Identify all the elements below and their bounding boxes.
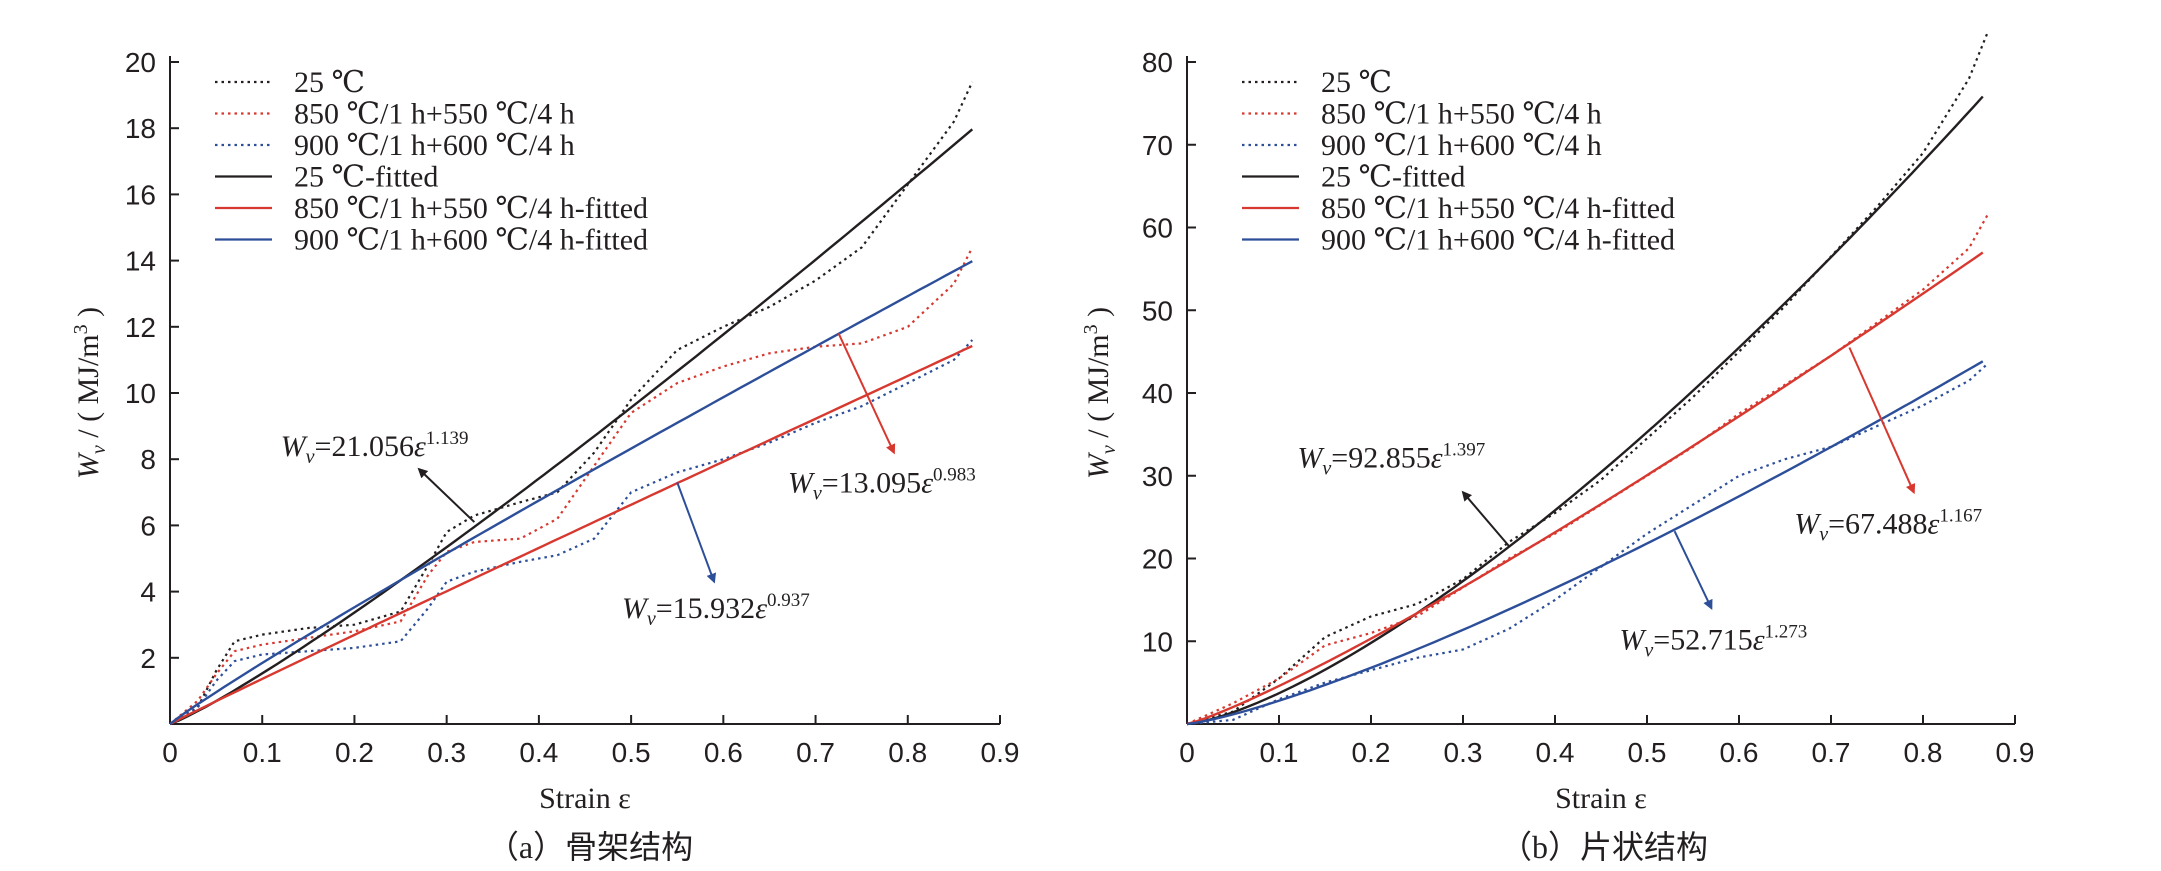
x-tick-label: 0.9: [981, 737, 1020, 768]
legend-label: 850 ℃/1 h+550 ℃/4 h: [1321, 98, 1602, 131]
chart-panel-b: 0 0.1 0.2 0.3 0.4 0.5 0.6 0.7 0.8 0.9 10 20 30 40 50 60…: [1080, 32, 2035, 815]
x-tick-label: 0.2: [335, 737, 374, 768]
y-axis-title: Wv / ( MJ/m3 ): [70, 307, 110, 479]
x-tick-label: 0.4: [1536, 737, 1575, 768]
series-line-black-measured: [169, 81, 974, 725]
series-line-red-fitted: [169, 344, 973, 726]
fit-equation-label: Wv=15.932ε0.937: [622, 590, 810, 630]
legend-label: 900 ℃/1 h+600 ℃/4 h: [294, 129, 575, 162]
x-tick-label: 0: [162, 737, 178, 768]
y-tick-label: 6: [140, 510, 156, 541]
y-tick-label: 2: [140, 643, 156, 674]
y-tick-label: 8: [140, 444, 156, 475]
y-tick-label: 14: [125, 246, 156, 277]
annotation-arrow: [676, 482, 717, 584]
legend-label: 25 ℃-fitted: [1321, 161, 1465, 194]
annotation-arrow: [1673, 530, 1713, 610]
y-tick-label: 60: [1142, 213, 1173, 244]
x-tick-label: 0.4: [519, 737, 558, 768]
x-tick-label: 0.7: [796, 737, 835, 768]
y-tick-label: 70: [1142, 130, 1173, 161]
x-tick-label: 0.1: [243, 737, 282, 768]
annotation-arrow: [837, 332, 896, 455]
legend-label: 900 ℃/1 h+600 ℃/4 h: [1321, 129, 1602, 162]
x-tick-label: 0.6: [704, 737, 743, 768]
y-tick-label: 20: [1142, 544, 1173, 575]
series-line-red-fitted: [1186, 251, 1984, 726]
series-line-blue-measured: [1186, 363, 1989, 726]
legend-label: 900 ℃/1 h+600 ℃/4 h-fitted: [1321, 224, 1675, 257]
legend-label: 850 ℃/1 h+550 ℃/4 h-fitted: [1321, 192, 1675, 225]
y-tick-label: 4: [140, 577, 156, 608]
caption-b: （b）片状结构: [1500, 829, 1708, 865]
x-tick-label: 0.3: [1444, 737, 1483, 768]
y-tick-label: 50: [1142, 295, 1173, 326]
series-line-black-fitted: [1186, 95, 1984, 726]
x-tick-label: 0: [1179, 737, 1195, 768]
x-axis-title: Strain ε: [1555, 782, 1647, 815]
chart-panel-a: 0 0.1 0.2 0.3 0.4 0.5 0.6 0.7 0.8 0.9 2 4 6 8 10 12 14 16…: [70, 47, 1019, 815]
fit-equation-label: Wv=52.715ε1.273: [1619, 622, 1807, 662]
x-tick-label: 0.6: [1720, 737, 1759, 768]
y-tick-label: 40: [1142, 378, 1173, 409]
x-tick-label: 0.7: [1812, 737, 1851, 768]
x-tick-label: 0.1: [1260, 737, 1299, 768]
x-tick-label: 0.8: [888, 737, 927, 768]
x-tick-label: 0.8: [1904, 737, 1943, 768]
x-tick-label: 0.9: [1996, 737, 2035, 768]
y-tick-label: 16: [125, 179, 156, 210]
fit-equation-label: Wv=67.488ε1.167: [1794, 506, 1982, 546]
x-tick-label: 0.3: [427, 737, 466, 768]
y-axis-title: Wv / ( MJ/m3 ): [1080, 307, 1120, 479]
y-tick-label: 12: [125, 312, 156, 343]
series-line-blue-fitted: [1186, 360, 1984, 726]
y-tick-label: 80: [1142, 47, 1173, 78]
annotation-arrow: [417, 467, 476, 523]
fit-equation-label: Wv=13.095ε0.983: [788, 464, 976, 504]
x-tick-label: 0.5: [1628, 737, 1667, 768]
legend-label: 850 ℃/1 h+550 ℃/4 h-fitted: [294, 192, 648, 225]
legend-label: 25 ℃: [294, 66, 365, 99]
legend-label: 25 ℃: [1321, 66, 1392, 99]
series-line-blue-measured: [169, 339, 974, 725]
annotation-arrow: [1461, 490, 1510, 547]
fit-equation-label: Wv=92.855ε1.397: [1297, 439, 1485, 479]
annotation-arrow: [1848, 347, 1916, 495]
y-tick-label: 18: [125, 113, 156, 144]
y-tick-label: 10: [1142, 626, 1173, 657]
legend-label: 25 ℃-fitted: [294, 161, 438, 194]
x-axis-title: Strain ε: [539, 782, 631, 815]
y-tick-label: 20: [125, 47, 156, 78]
caption-a: （a）骨架结构: [487, 829, 693, 865]
fit-equation-label: Wv=21.056ε1.139: [281, 428, 469, 468]
legend-label: 900 ℃/1 h+600 ℃/4 h-fitted: [294, 224, 648, 257]
x-tick-label: 0.2: [1352, 737, 1391, 768]
y-tick-label: 30: [1142, 461, 1173, 492]
y-tick-label: 10: [125, 378, 156, 409]
x-tick-label: 0.5: [612, 737, 651, 768]
series-line-black-fitted: [169, 128, 974, 726]
legend-label: 850 ℃/1 h+550 ℃/4 h: [294, 98, 575, 131]
